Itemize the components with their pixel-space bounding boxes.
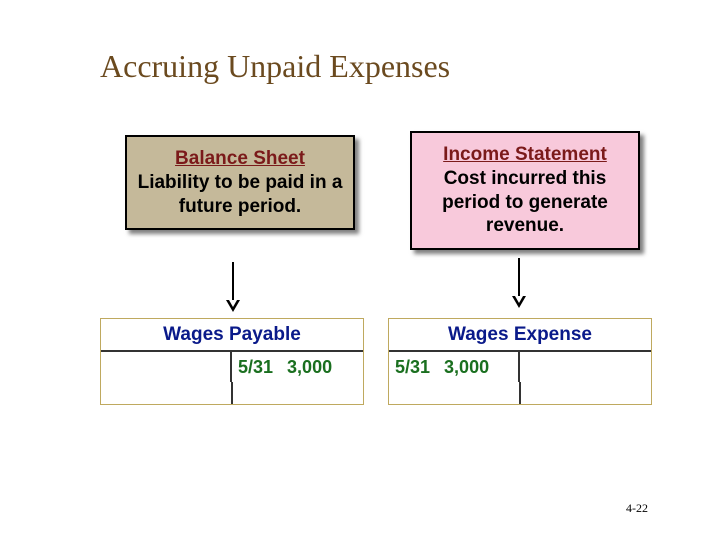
wages-expense-credit-cell — [520, 352, 651, 382]
wages-expense-debit-amount: 3,000 — [444, 357, 489, 378]
wages-payable-taccount: Wages Payable 5/31 3,000 — [100, 318, 364, 405]
wages-payable-credit-cell: 5/31 3,000 — [232, 352, 363, 382]
balance-sheet-box: Balance Sheet Liability to be paid in a … — [125, 135, 355, 230]
slide-title: Accruing Unpaid Expenses — [100, 48, 450, 85]
arrow-right — [518, 258, 520, 306]
income-statement-box: Income Statement Cost incurred this peri… — [410, 131, 640, 250]
wages-expense-debit-cell: 5/31 3,000 — [389, 352, 520, 382]
wages-payable-debit-cell — [101, 352, 232, 382]
wages-payable-credit-date: 5/31 — [238, 357, 273, 378]
arrow-left — [232, 262, 234, 310]
wages-payable-title: Wages Payable — [101, 319, 363, 352]
wages-payable-credit-amount: 3,000 — [287, 357, 332, 378]
income-statement-heading: Income Statement — [443, 144, 607, 165]
wages-expense-debit-date: 5/31 — [395, 357, 430, 378]
income-statement-body: Cost incurred this period to generate re… — [442, 168, 608, 237]
page-number: 4-22 — [626, 501, 648, 516]
wages-expense-title: Wages Expense — [389, 319, 651, 352]
wages-expense-taccount: Wages Expense 5/31 3,000 — [388, 318, 652, 405]
balance-sheet-heading: Balance Sheet — [175, 148, 305, 169]
balance-sheet-body: Liability to be paid in a future period. — [138, 172, 343, 217]
